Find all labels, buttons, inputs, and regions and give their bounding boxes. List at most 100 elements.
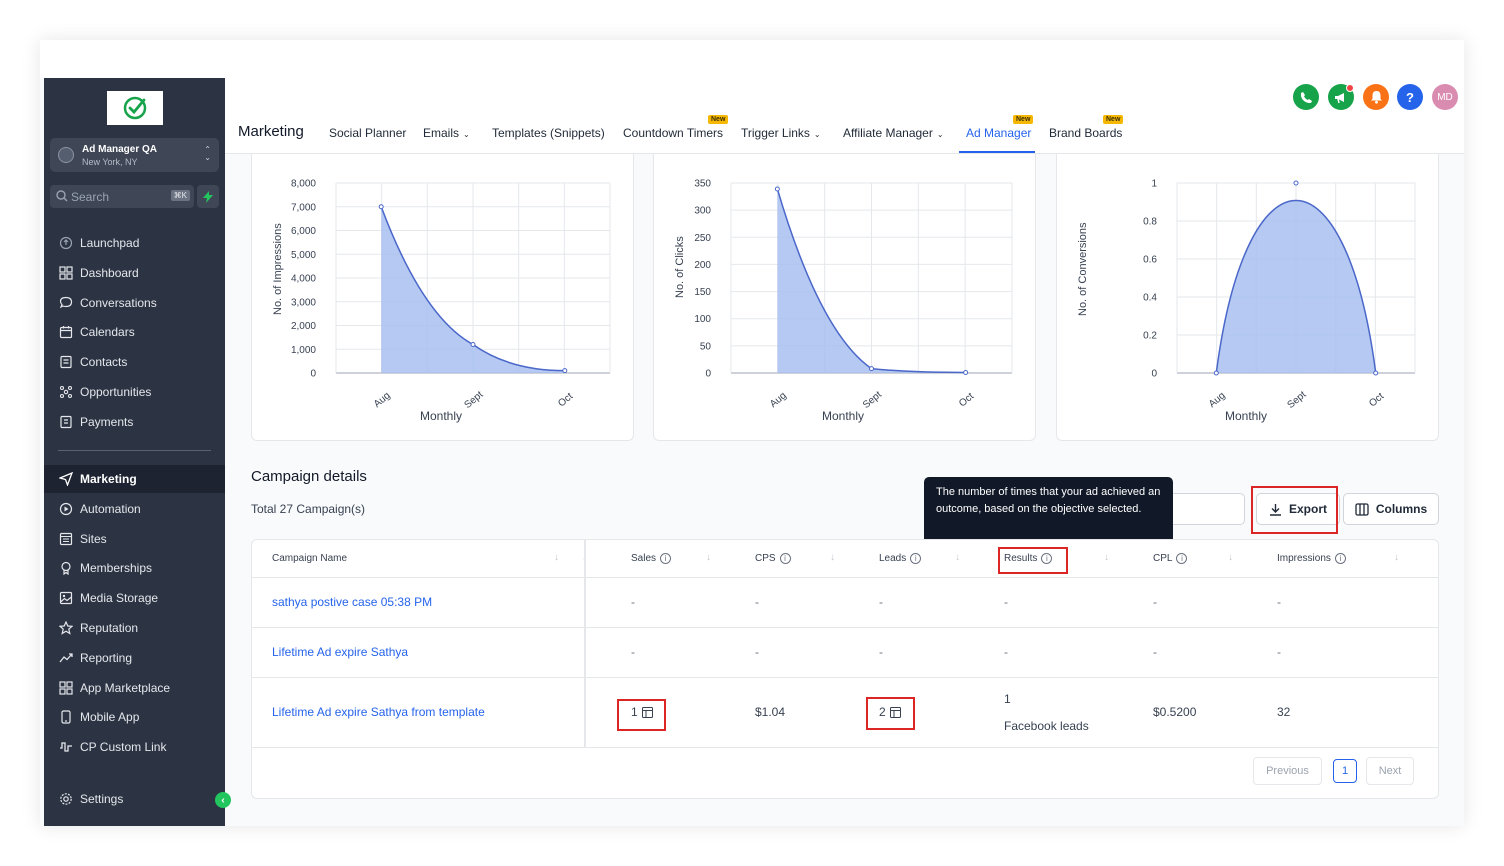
sidebar-item-marketing[interactable]: Marketing [44, 465, 225, 493]
cell-results: - [1004, 595, 1008, 609]
tab-templates[interactable]: Templates (Snippets) [492, 126, 605, 140]
y-tick-label: 5,000 [291, 250, 316, 261]
info-icon[interactable]: i [1041, 553, 1053, 564]
x-tick-label: Aug [768, 390, 789, 410]
tab-emails[interactable]: Emails ⌄ [423, 126, 470, 140]
sidebar-search[interactable]: Search ⌘K [50, 185, 194, 208]
sidebar-item-app-marketplace[interactable]: App Marketplace [44, 674, 225, 702]
info-icon[interactable]: i [1176, 553, 1188, 564]
campaign-name-link[interactable]: Lifetime Ad expire Sathya from template [272, 705, 485, 719]
search-shortcut: ⌘K [170, 190, 190, 201]
account-avatar-icon [58, 147, 74, 163]
grid-icon [58, 680, 74, 696]
phone-button[interactable] [1293, 84, 1319, 110]
user-avatar[interactable]: MD [1432, 84, 1458, 110]
sidebar-item-dashboard[interactable]: Dashboard [44, 259, 225, 287]
tab-social-planner[interactable]: Social Planner [329, 126, 407, 140]
cell-cpl: - [1153, 645, 1157, 659]
sidebar-item-label: Automation [80, 501, 141, 516]
sidebar-item-settings[interactable]: Settings [44, 785, 225, 813]
x-tick-label: Sept [861, 389, 884, 411]
sidebar-item-opportunities[interactable]: Opportunities [44, 378, 225, 406]
active-tab-indicator [959, 151, 1035, 153]
campaign-name-link[interactable]: Lifetime Ad expire Sathya [272, 645, 409, 659]
chevron-left-icon: ‹ [221, 794, 225, 806]
page-1-button[interactable]: 1 [1333, 759, 1357, 783]
header-sales[interactable]: Sales i [631, 540, 672, 577]
info-icon[interactable]: i [1334, 553, 1346, 564]
info-icon[interactable]: i [910, 553, 922, 564]
data-point [1213, 370, 1219, 376]
data-point [470, 342, 476, 347]
tab-affiliate-manager[interactable]: Affiliate Manager ⌄ [843, 126, 944, 140]
columns-button[interactable]: Columns [1343, 493, 1439, 525]
header-results[interactable]: Results i [1004, 540, 1053, 577]
sidebar-item-media-storage[interactable]: Media Storage [44, 584, 225, 612]
sort-arrow-icon[interactable]: ↓ [1394, 552, 1399, 563]
sidebar: Ad Manager QA New York, NY ⌃ ⌄ Search ⌘K … [44, 78, 225, 826]
header-leads[interactable]: Leads i [879, 540, 922, 577]
header-label: Impressions [1277, 553, 1331, 564]
notifications-button[interactable] [1363, 84, 1389, 110]
account-switcher[interactable]: Ad Manager QA New York, NY ⌃ ⌄ [50, 138, 219, 172]
sidebar-item-label: Opportunities [80, 385, 152, 399]
sort-arrow-icon[interactable]: ↓ [1104, 552, 1109, 563]
sidebar-item-mobile-app[interactable]: Mobile App [44, 703, 225, 731]
sort-arrow-icon[interactable]: ↓ [830, 552, 835, 563]
sidebar-item-label: Media Storage [80, 591, 159, 606]
star-icon [58, 620, 74, 636]
previous-page-button[interactable]: Previous [1253, 757, 1322, 785]
logo[interactable] [107, 91, 163, 125]
cell-results: - [1004, 645, 1008, 659]
sidebar-item-reporting[interactable]: Reporting [44, 644, 225, 672]
sidebar-item-calendars[interactable]: Calendars [44, 318, 225, 346]
cell-sales[interactable]: 1 [631, 705, 653, 719]
sidebar-item-reputation[interactable]: Reputation [44, 614, 225, 642]
x-tick-label: Aug [1207, 390, 1228, 410]
next-page-button[interactable]: Next [1366, 757, 1414, 785]
search-campaigns-input[interactable] [1173, 493, 1245, 525]
info-icon[interactable]: i [660, 553, 672, 564]
sidebar-item-contacts[interactable]: Contacts [44, 348, 225, 376]
data-point [869, 366, 874, 372]
cell-leads: - [879, 645, 883, 659]
campaign-name-link[interactable]: sathya postive case 05:38 PM [272, 595, 433, 609]
help-button[interactable]: ? [1397, 84, 1423, 110]
sidebar-item-cp-custom-link[interactable]: CP Custom Link [44, 733, 225, 761]
sort-arrow-icon[interactable]: ↓ [955, 552, 960, 563]
announcements-button[interactable] [1328, 84, 1354, 110]
tab-ad-manager[interactable]: Ad Manager [966, 126, 1032, 140]
tab-countdown-timers[interactable]: Countdown Timers [623, 126, 724, 140]
header-cpl[interactable]: CPL i [1153, 540, 1188, 577]
sort-arrow-icon[interactable]: ↓ [706, 552, 711, 563]
sidebar-item-launchpad[interactable]: Launchpad [44, 229, 225, 257]
sidebar-item-memberships[interactable]: Memberships [44, 554, 225, 582]
sidebar-item-label: Payments [80, 414, 134, 429]
sidebar-item-automation[interactable]: Automation [44, 495, 225, 523]
campaign-details-title: Campaign details [251, 468, 367, 485]
header-label: CPL [1153, 553, 1173, 564]
cell-leads[interactable]: 2 [879, 705, 901, 719]
sidebar-item-label: Memberships [80, 561, 153, 576]
sort-arrow-icon[interactable]: ↓ [1228, 552, 1233, 563]
sidebar-item-payments[interactable]: Payments [44, 408, 225, 436]
row-divider [252, 577, 1438, 578]
sort-arrow-icon[interactable]: ↓ [554, 552, 559, 563]
y-tick-label: 100 [694, 314, 711, 325]
tab-trigger-links[interactable]: Trigger Links ⌄ [741, 126, 821, 140]
sticky-column-divider [584, 540, 586, 748]
header-impressions[interactable]: Impressions i [1277, 540, 1346, 577]
header-campaign-name[interactable]: Campaign Name [272, 553, 348, 564]
info-icon[interactable]: i [779, 553, 791, 564]
conversions-chart: 1 0.8 0.6 0.4 0.2 0 Aug Sept Oct [1143, 179, 1416, 411]
cell-cpl: - [1153, 595, 1157, 609]
sidebar-item-label: Launchpad [80, 236, 140, 250]
tab-brand-boards[interactable]: Brand Boards [1049, 126, 1123, 140]
collapse-sidebar-button[interactable]: ‹ [215, 792, 231, 808]
quick-action-button[interactable] [197, 185, 219, 208]
header-cps[interactable]: CPS i [755, 540, 791, 577]
y-tick-label: 0.6 [1143, 255, 1157, 266]
export-button[interactable]: Export [1256, 493, 1340, 525]
sidebar-item-sites[interactable]: Sites [44, 525, 225, 553]
sidebar-item-conversations[interactable]: Conversations [44, 289, 225, 317]
